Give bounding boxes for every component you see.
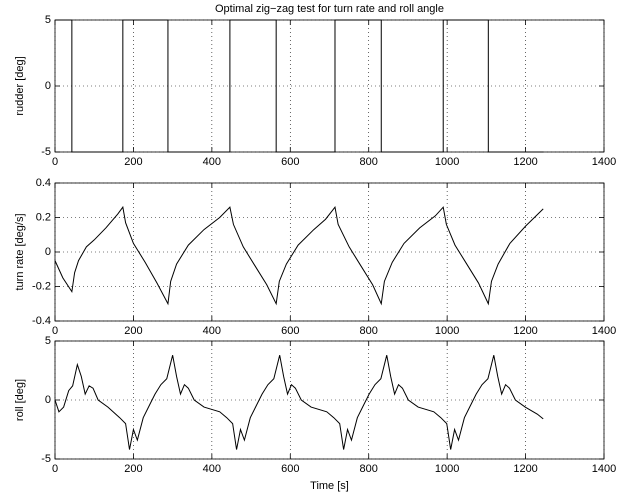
- x-tick-label: 1200: [513, 156, 537, 168]
- data-line: [55, 19, 544, 153]
- x-tick-label: 1000: [435, 156, 459, 168]
- x-tick-label: 1400: [592, 156, 616, 168]
- y-axis-label: rudder [deg]: [14, 56, 26, 115]
- x-tick-label: 200: [124, 156, 142, 168]
- x-tick-label: 1200: [513, 325, 537, 337]
- x-tick-label: 400: [203, 325, 221, 337]
- x-tick-label: 0: [52, 156, 58, 168]
- x-tick-label: 600: [281, 325, 299, 337]
- y-tick-label: -0.2: [32, 280, 51, 292]
- y-tick-label: 0: [45, 80, 51, 92]
- y-tick-label: 5: [45, 14, 51, 26]
- y-tick-label: 5: [45, 335, 51, 347]
- y-tick-label: -0.4: [32, 315, 51, 327]
- x-tick-label: 1200: [513, 463, 537, 475]
- data-line: [54, 205, 544, 306]
- x-tick-label: 800: [360, 325, 378, 337]
- x-tick-label: 400: [203, 463, 221, 475]
- y-tick-label: 0: [45, 394, 51, 406]
- x-tick-label: 800: [360, 463, 378, 475]
- y-tick-label: 0.2: [36, 211, 51, 223]
- x-tick-label: 600: [281, 156, 299, 168]
- axes-box: [54, 19, 605, 153]
- data-line: [54, 355, 544, 450]
- y-axis-label: turn rate [deg/s]: [14, 213, 26, 290]
- x-tick-label: 1400: [592, 325, 616, 337]
- x-tick-label: 1000: [435, 325, 459, 337]
- y-axis-label: roll [deg]: [14, 379, 26, 421]
- x-tick-label: 800: [360, 156, 378, 168]
- x-axis-label: Time [s]: [310, 480, 349, 492]
- x-tick-label: 600: [281, 463, 299, 475]
- y-tick-label: 0.4: [36, 177, 51, 189]
- y-tick-label: -5: [41, 453, 51, 465]
- y-tick-label: -5: [41, 146, 51, 158]
- x-tick-label: 0: [52, 325, 58, 337]
- y-tick-label: 0: [45, 246, 51, 258]
- x-tick-label: 0: [52, 463, 58, 475]
- x-tick-label: 1400: [592, 463, 616, 475]
- x-tick-label: 1000: [435, 463, 459, 475]
- x-tick-label: 200: [124, 325, 142, 337]
- x-tick-label: 200: [124, 463, 142, 475]
- chart-title: Optimal zig−zag test for turn rate and r…: [215, 3, 444, 15]
- axes-box: [54, 182, 605, 322]
- x-tick-label: 400: [203, 156, 221, 168]
